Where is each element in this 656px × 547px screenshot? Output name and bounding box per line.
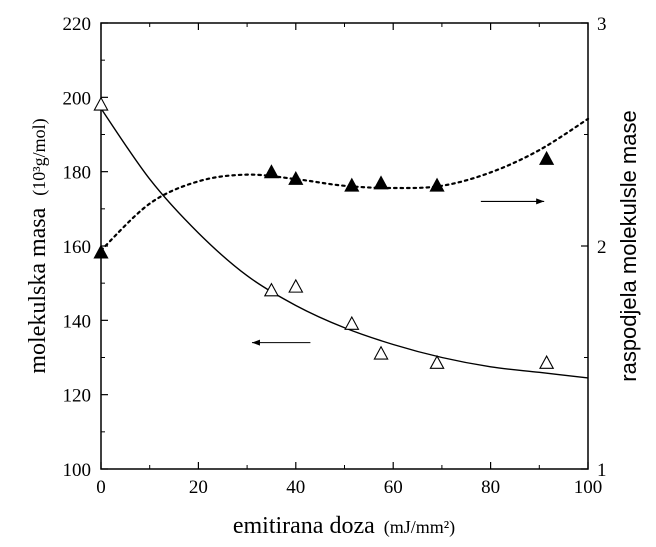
fit-curve-distribution: [101, 119, 588, 251]
plot-frame: [101, 23, 588, 469]
y-left-tick-label: 220: [63, 14, 92, 35]
y-right-tick-label: 2: [597, 237, 607, 258]
x-tick-label: 0: [96, 477, 106, 498]
filled-triangle-point: [94, 246, 107, 258]
open-triangle-point: [345, 317, 358, 329]
y-axis-right-label: raspodjela molekulsle mase: [616, 110, 641, 381]
open-triangle-point: [94, 98, 107, 110]
tick-marks: [101, 23, 588, 469]
y-right-tick-label: 3: [597, 14, 607, 35]
fit-curves: [101, 108, 588, 377]
x-tick-label: 20: [189, 477, 208, 498]
y-left-tick-label: 180: [63, 163, 92, 184]
x-tick-label: 40: [286, 477, 305, 498]
open-triangle-point: [374, 347, 387, 359]
right-axis-arrow: [481, 198, 544, 204]
open-triangle-point: [540, 356, 553, 368]
fit-curve-molecular-mass: [101, 108, 588, 377]
filled-triangle-point: [374, 177, 387, 189]
y-left-tick-label: 160: [63, 237, 92, 258]
direction-arrows: [252, 198, 544, 345]
x-axis-unit: (mJ/mm²): [384, 517, 455, 538]
data-markers: [94, 98, 553, 369]
filled-triangle-point: [540, 152, 553, 164]
y-left-tick-label: 120: [63, 386, 92, 407]
y-left-tick-label: 100: [63, 460, 92, 481]
y-axis-left-label: molekulska masa (10³g/mol): [25, 118, 51, 373]
y-right-tick-label: 1: [597, 460, 607, 481]
y-left-tick-label: 140: [63, 311, 92, 332]
open-triangle-point: [289, 280, 302, 292]
filled-triangle-point: [265, 165, 278, 177]
x-axis-title: emitirana doza: [233, 513, 375, 539]
x-axis-label: emitirana doza (mJ/mm²): [233, 513, 455, 539]
x-tick-label: 80: [481, 477, 500, 498]
filled-triangle-point: [345, 179, 358, 191]
left-axis-arrow: [252, 340, 310, 346]
y-axis-left-unit: (10³g/mol): [29, 118, 50, 195]
y-left-tick-label: 200: [63, 88, 92, 109]
y-axis-left-title: molekulska masa: [25, 207, 51, 373]
x-tick-label: 60: [384, 477, 403, 498]
